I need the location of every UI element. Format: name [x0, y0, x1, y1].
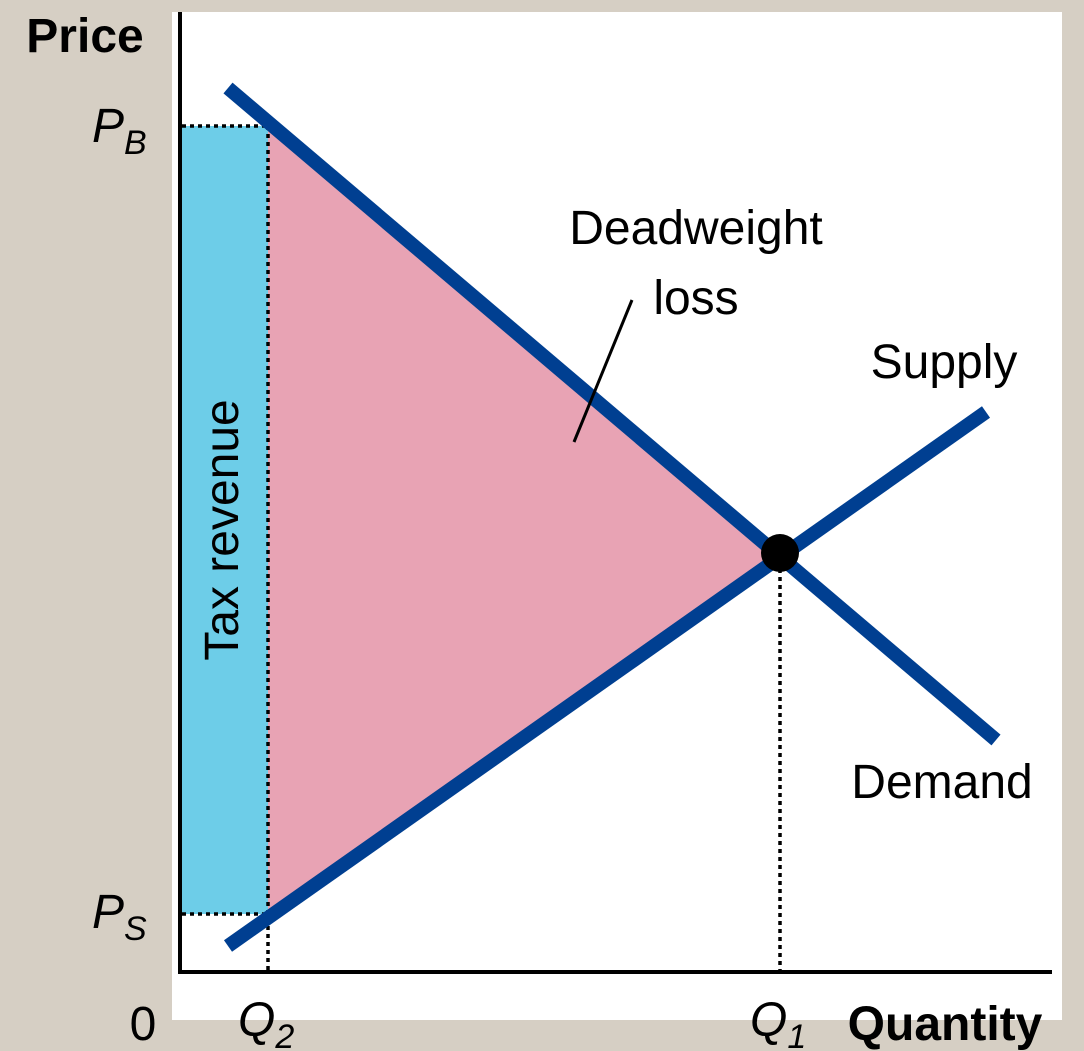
pb-sub: B [124, 124, 147, 162]
deadweight-label: Deadweight [569, 202, 823, 255]
y-axis-label: Price [26, 10, 143, 63]
loss-label: loss [653, 272, 738, 325]
demand-label: Demand [851, 756, 1032, 809]
equilibrium-point [761, 534, 799, 572]
guide-lines [182, 124, 782, 972]
q2-label: Q2 [238, 994, 294, 1051]
supply-label: Supply [871, 336, 1018, 389]
ps-sub: S [124, 910, 147, 948]
q1-sub: 1 [787, 1018, 806, 1051]
supply-curve [223, 406, 991, 952]
tax-revenue-label: Tax revenue [196, 399, 249, 661]
demand-curve [223, 82, 1001, 746]
q2-main: Q [238, 994, 275, 1047]
x-axis-label: Quantity [848, 998, 1043, 1051]
pb-main: P [92, 100, 124, 153]
deadweight-loss-area [268, 126, 780, 914]
ps-main: P [92, 886, 124, 939]
ps-label: PS [92, 886, 147, 948]
pointer-line [572, 299, 634, 443]
q1-main: Q [750, 994, 787, 1047]
q1-label: Q1 [750, 994, 806, 1051]
pb-label: PB [92, 100, 147, 162]
tax-revenue-area [182, 126, 268, 914]
q2-sub: 2 [274, 1018, 294, 1051]
origin-label: 0 [130, 998, 157, 1051]
